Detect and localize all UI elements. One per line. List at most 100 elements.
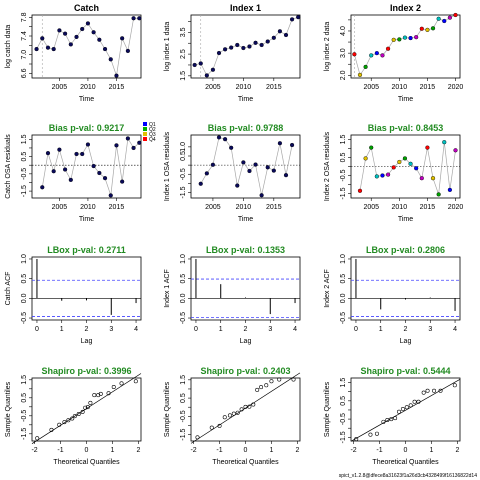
index2-acf-ytick-label: 0.0 (340, 293, 347, 303)
catch-osa-frame (31, 134, 142, 199)
index1-osa-point (235, 183, 240, 188)
index1-qq-xlabel: Theoretical Quantiles (212, 459, 279, 466)
index1-osa-title: Bias p-val: 0.9788 (208, 123, 284, 133)
index1-acf-xtick-label: 4 (293, 326, 297, 333)
index2-data-xtick-label: 2020 (448, 84, 464, 91)
index2-data-point (402, 35, 408, 40)
index2-osa-xtick-label: 2005 (363, 204, 379, 211)
legend-label: Q1 (149, 122, 156, 128)
index2-qq-xtick-label: -2 (350, 447, 356, 454)
catch-data-panel: Catch 2005 2010 2015 6.6 7.0 7.4 7.8 Time log cat… (5, 3, 142, 103)
index1-osa-ytick-label: -1.5 (180, 186, 187, 198)
index2-qq-qq-point (393, 416, 398, 421)
index1-osa-ytick-label: 1.0 (180, 142, 187, 152)
catch-qq-qq-point (76, 411, 81, 416)
index1-qq-qq-point (217, 423, 222, 428)
index2-qq-ytick-label: -0.5 (340, 413, 347, 425)
index1-qq-xtick-label: -2 (190, 447, 196, 454)
catch-osa-xtick-label: 2010 (80, 204, 96, 211)
index1-qq-qq-point (264, 383, 269, 388)
index1-data-frame (190, 14, 301, 79)
catch-osa-point (85, 142, 91, 147)
catch-acf-xtick-label: 3 (109, 326, 113, 333)
catch-acf-xtick-label: 2 (85, 326, 89, 333)
index1-osa-ytick-label: -0.5 (180, 168, 187, 180)
catch-acf-ytick-label: 0.5 (21, 274, 28, 284)
index2-osa-point (453, 148, 458, 153)
index1-qq-ytick-label: 1.5 (180, 375, 187, 385)
index1-data-series-line (194, 16, 299, 76)
index2-data-point (363, 64, 368, 70)
catch-osa-point (108, 193, 113, 198)
index1-acf-ylabel: Index 1 ACF (164, 269, 171, 308)
index1-qq-qq-point (243, 404, 248, 409)
index2-data-point (414, 35, 419, 40)
index2-osa-point (425, 145, 430, 150)
catch-qq-qq-point (35, 436, 40, 441)
index2-qq-qq-point (354, 437, 359, 442)
catch-osa-point (62, 167, 68, 172)
catch-data-ytick-label: 6.6 (21, 68, 28, 78)
index2-qq-qq-point (397, 409, 402, 414)
index1-qq-qq-line (190, 372, 301, 444)
index2-osa-xtick-label: 2020 (448, 204, 464, 211)
index1-data-point (283, 32, 289, 38)
catch-osa-xlabel: Time (79, 216, 94, 223)
index2-qq-ylabel: Sample Quantiles (324, 381, 331, 437)
catch-qq-ytick-label: 1.5 (21, 375, 28, 385)
index1-data-point (271, 35, 276, 40)
catch-data-point (74, 34, 79, 40)
catch-osa-ytick-label: 0.5 (21, 152, 28, 162)
index2-data-point (352, 52, 357, 57)
catch-qq-ytick-label: -0.5 (21, 410, 28, 422)
catch-qq-qq-point (66, 418, 71, 423)
index2-acf-xtick-label: 3 (428, 326, 432, 333)
catch-data-point (45, 45, 51, 50)
index2-qq-qq-point (408, 403, 413, 408)
index1-data-point (204, 73, 209, 78)
index1-data-point (235, 42, 240, 48)
index1-data-xtick-label: 2010 (236, 84, 252, 91)
index1-osa-frame (190, 134, 301, 199)
index1-qq-title: Shapiro p-val: 0.2403 (200, 366, 290, 376)
index2-osa-xtick-label: 2015 (420, 204, 436, 211)
index1-acf-panel: LBox p-val: 0.1353 0 1 2 3 4 -0.5 0.0 0.5 1.0 Lag I… (164, 245, 301, 345)
index2-osa-ytick-label: -1.5 (340, 187, 347, 199)
index2-data-point (391, 37, 396, 42)
index2-acf-ytick-label: 1.0 (340, 254, 347, 264)
index1-data-point (277, 29, 283, 34)
index1-data-point (265, 39, 270, 44)
index1-qq-qq-point (239, 407, 244, 412)
catch-osa-point (125, 136, 130, 141)
index2-osa-point (391, 165, 396, 170)
index1-osa-point (259, 193, 264, 198)
catch-osa-series-line (41, 137, 140, 196)
index1-osa-point (253, 162, 258, 167)
catch-osa-point (114, 143, 119, 148)
index1-osa-point (283, 173, 289, 178)
index2-osa-ytick-label: 1.5 (340, 135, 347, 145)
index2-data-xtick-label: 2010 (392, 84, 408, 91)
index2-qq-qq-point (421, 390, 426, 395)
index1-osa-ylabel: Index 1 OSA residuals (164, 131, 171, 201)
index1-data-ytick-label: 1.5 (180, 71, 187, 81)
catch-qq-xtick-label: -2 (31, 447, 37, 454)
catch-osa-ylabel: Catch OSA residuals (5, 134, 12, 199)
index2-acf-ylabel: Index 2 ACF (324, 269, 331, 308)
index2-osa-point (397, 159, 402, 165)
index2-data-point (374, 51, 379, 56)
index2-qq-qq-point (404, 405, 409, 410)
catch-osa-xtick-label: 2015 (109, 204, 125, 211)
index2-data-ytick-label: 4.0 (340, 26, 347, 36)
catch-qq-qq-point (83, 405, 88, 410)
index1-qq-qq-point (231, 411, 236, 416)
legend-label: Q2 (149, 127, 156, 133)
index2-data-panel: Index 2 2005 2010 2015 2020 2.0 3.0 4.0 Time log … (324, 3, 463, 103)
catch-acf-xlabel: Lag (81, 338, 93, 345)
catch-qq-qq-point (85, 405, 90, 410)
index1-osa-xtick-label: 2005 (205, 204, 221, 211)
index1-qq-qq-point (269, 379, 274, 384)
index2-data-ytick-label: 2.0 (340, 70, 347, 80)
index1-data-point (296, 15, 301, 20)
